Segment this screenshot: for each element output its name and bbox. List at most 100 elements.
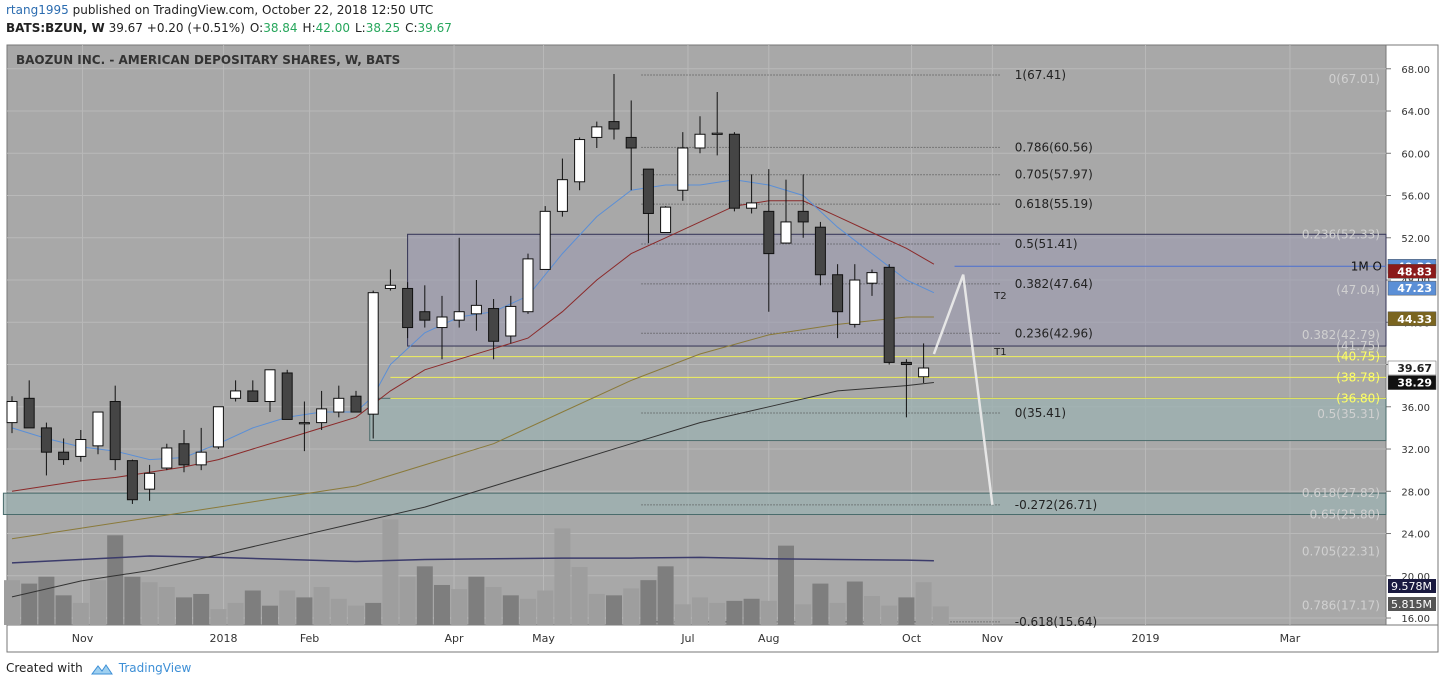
candle[interactable] <box>866 269 878 296</box>
candle[interactable] <box>247 380 259 402</box>
volume-bar <box>158 587 175 625</box>
chart-title: BAOZUN INC. - AMERICAN DEPOSITARY SHARES… <box>16 53 400 67</box>
candle[interactable] <box>92 411 104 455</box>
candle[interactable] <box>797 174 809 238</box>
candle[interactable] <box>333 385 345 418</box>
candle-body <box>660 206 672 233</box>
candle[interactable] <box>522 253 534 314</box>
candle[interactable] <box>75 430 87 462</box>
candle[interactable] <box>40 422 52 476</box>
tradingview-link[interactable]: TradingView <box>118 661 192 675</box>
volume-bar <box>330 598 347 625</box>
volume-bar <box>193 593 210 625</box>
candle[interactable] <box>367 290 379 439</box>
fib-label-right: 0.618(27.82) <box>1302 486 1380 500</box>
candle[interactable] <box>642 168 654 244</box>
candle[interactable] <box>574 137 586 191</box>
fib-label: 0.236(42.96) <box>1015 326 1093 340</box>
volume-badge: 9.578M <box>1388 579 1436 593</box>
candle-body <box>763 210 775 255</box>
candle-body <box>505 305 517 337</box>
candle-body <box>195 451 207 466</box>
candle[interactable] <box>6 396 18 434</box>
candle[interactable] <box>849 264 861 328</box>
candle[interactable] <box>23 380 35 429</box>
x-tick-label: Mar <box>1280 632 1301 645</box>
fib-label: -0.272(26.71) <box>1015 498 1097 512</box>
candle[interactable] <box>58 438 70 465</box>
price-badge-bg <box>1387 360 1437 376</box>
price-badge: 44.33 <box>1387 311 1437 327</box>
candle[interactable] <box>298 401 310 452</box>
candle[interactable] <box>109 385 121 471</box>
volume-bar <box>743 598 760 625</box>
candle[interactable] <box>591 121 603 148</box>
price-badge-label: 48.83 <box>1397 265 1432 278</box>
monthly-open-label: 1M O <box>1351 259 1382 273</box>
candle[interactable] <box>212 406 224 450</box>
low-label: L: <box>354 21 366 35</box>
candle[interactable] <box>178 430 190 473</box>
candle-body <box>212 406 224 448</box>
fib-label-right: 0(67.01) <box>1329 72 1380 86</box>
candle[interactable] <box>900 359 912 418</box>
candle[interactable] <box>436 295 448 360</box>
candle[interactable] <box>419 285 431 328</box>
price-badge: 38.29 <box>1387 375 1437 390</box>
candle[interactable] <box>763 169 775 312</box>
candle[interactable] <box>384 269 396 291</box>
candle[interactable] <box>780 179 792 244</box>
candle[interactable] <box>728 132 740 212</box>
candle[interactable] <box>195 427 207 471</box>
candle[interactable] <box>918 343 930 384</box>
candle[interactable] <box>144 464 156 501</box>
candle[interactable] <box>126 459 138 504</box>
price-badge-label: 38.29 <box>1397 377 1432 390</box>
candle[interactable] <box>625 100 637 191</box>
y-tick-label: 28.00 <box>1401 487 1430 498</box>
candle[interactable] <box>814 221 826 286</box>
candle[interactable] <box>556 158 568 217</box>
candle[interactable] <box>350 390 362 413</box>
volume-bar <box>279 590 296 625</box>
candle[interactable] <box>608 74 620 140</box>
candle-body <box>625 136 637 149</box>
candle-body <box>470 304 482 315</box>
candle[interactable] <box>711 92 723 156</box>
volume-bar <box>434 584 450 625</box>
candle-body <box>900 361 912 366</box>
candle[interactable] <box>883 264 895 365</box>
volume-bar <box>502 595 519 625</box>
volume-bar <box>210 609 227 625</box>
fib-label-right: 0.382(42.79) <box>1302 328 1380 342</box>
volume-bar <box>365 602 382 625</box>
candle-body <box>40 427 52 453</box>
candle[interactable] <box>694 116 706 154</box>
author-link[interactable]: rtang1995 <box>6 3 69 17</box>
candle[interactable] <box>488 299 500 360</box>
candle-body <box>384 284 396 289</box>
candle[interactable] <box>281 369 293 420</box>
candle[interactable] <box>677 132 689 201</box>
candle[interactable] <box>470 280 482 331</box>
candle-body <box>780 221 792 244</box>
candle[interactable] <box>746 174 758 214</box>
volume-bar <box>107 535 124 625</box>
candle-body <box>92 411 104 447</box>
time-axis <box>6 624 1439 653</box>
candle[interactable] <box>453 237 465 328</box>
candle[interactable] <box>161 443 173 471</box>
candle[interactable] <box>230 380 242 402</box>
candle[interactable] <box>660 206 672 233</box>
candle-body <box>247 390 259 402</box>
candle[interactable] <box>505 295 517 344</box>
candle[interactable] <box>402 282 414 339</box>
volume-bar <box>778 545 794 625</box>
yellow-level-label: (36.80) <box>1336 391 1380 405</box>
candle[interactable] <box>832 264 844 339</box>
candle[interactable] <box>539 206 551 270</box>
candle[interactable] <box>316 390 328 431</box>
fib-label-right: 0.236(52.33) <box>1302 227 1380 241</box>
candle[interactable] <box>264 369 276 413</box>
